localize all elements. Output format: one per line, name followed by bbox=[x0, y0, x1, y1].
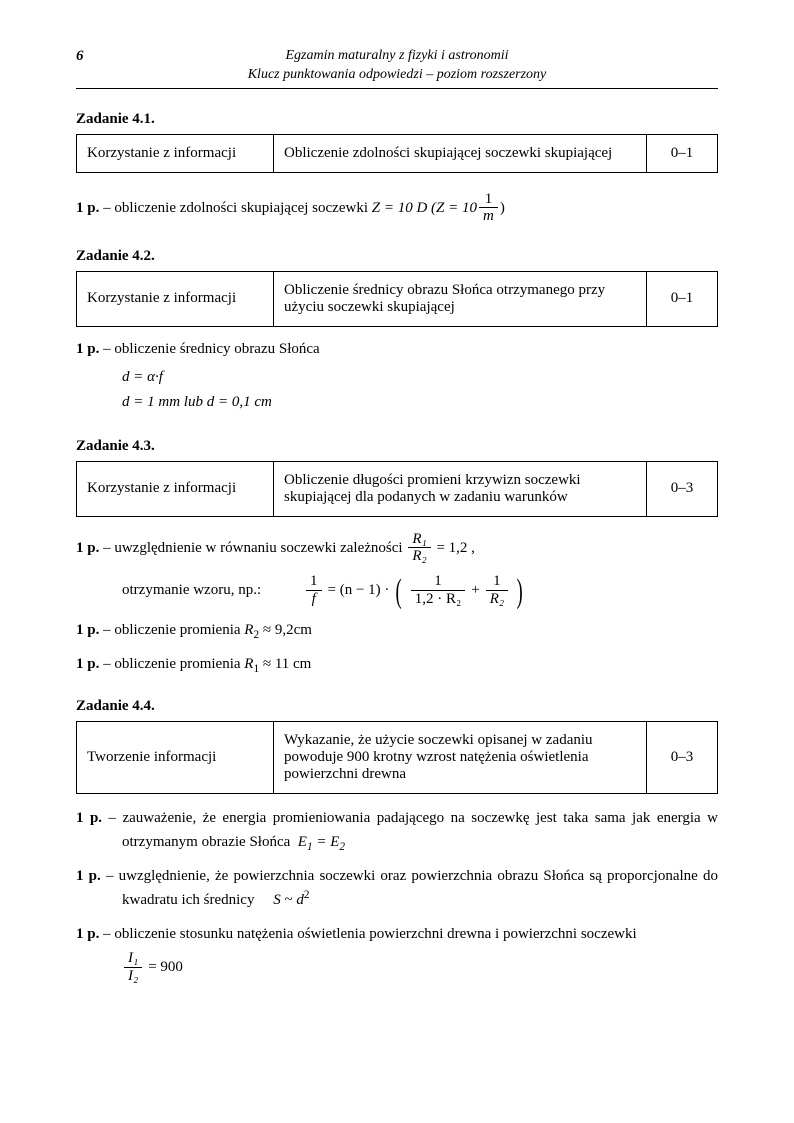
equation-text: d = 1 mm lub d = 0,1 cm bbox=[122, 394, 272, 410]
fraction-den: f bbox=[312, 591, 316, 607]
table-row: Korzystanie z informacji Obliczenie śred… bbox=[77, 271, 718, 326]
fraction-den: 1,2 · R₂ bbox=[411, 591, 465, 608]
point-marker: 1 p. bbox=[76, 868, 101, 884]
point-marker: 1 p. bbox=[76, 200, 99, 216]
point-marker: 1 p. bbox=[76, 341, 99, 357]
running-header: Egzamin maturalny z fizyki i astronomii … bbox=[76, 47, 718, 85]
point-text: – uwzględnienie, że powierzchnia soczewk… bbox=[101, 868, 718, 908]
fraction-den: m bbox=[483, 208, 494, 224]
point-text: – zauważenie, że energia promieniowania … bbox=[102, 810, 718, 850]
table-row: Korzystanie z informacji Obliczenie dług… bbox=[77, 461, 718, 516]
right-paren: ) bbox=[517, 575, 523, 609]
task-4-3-title: Zadanie 4.3. bbox=[76, 438, 718, 455]
point-marker: 1 p. bbox=[76, 810, 102, 826]
cell-points: 0–1 bbox=[647, 134, 718, 172]
header-line-2: Klucz punktowania odpowiedzi – poziom ro… bbox=[76, 66, 718, 85]
task-4-3-table: Korzystanie z informacji Obliczenie dług… bbox=[76, 461, 718, 517]
task-4-1-title: Zadanie 4.1. bbox=[76, 111, 718, 128]
point-marker: 1 p. bbox=[76, 539, 99, 555]
task-4-1-point: 1 p. – obliczenie zdolności skupiającej … bbox=[76, 191, 718, 226]
task-4-4-title: Zadanie 4.4. bbox=[76, 698, 718, 715]
header-rule bbox=[76, 88, 718, 89]
cell-desc: Obliczenie średnicy obrazu Słońca otrzym… bbox=[274, 271, 647, 326]
task-4-4-point-3: 1 p. – obliczenie stosunku natężenia ośw… bbox=[76, 922, 718, 946]
cell-skill: Korzystanie z informacji bbox=[77, 461, 274, 516]
cell-desc: Wykazanie, że użycie soczewki opisanej w… bbox=[274, 722, 647, 794]
fraction-den: R₂ bbox=[412, 548, 426, 564]
table-row: Tworzenie informacji Wykazanie, że użyci… bbox=[77, 722, 718, 794]
fraction-num: I₁ bbox=[128, 950, 138, 966]
equation-line-d1: d = α·f bbox=[122, 365, 718, 391]
task-4-3-point-3: 1 p. – obliczenie promienia R1 ≈ 11 cm bbox=[76, 652, 718, 676]
cell-desc: Obliczenie zdolności skupiającej soczewk… bbox=[274, 134, 647, 172]
fraction-1-over-f: 1f bbox=[306, 573, 322, 608]
cell-skill: Tworzenie informacji bbox=[77, 722, 274, 794]
fraction-num: R₁ bbox=[412, 531, 426, 547]
formula-label: otrzymanie wzoru, np.: bbox=[122, 582, 304, 599]
task-4-2-point: 1 p. – obliczenie średnicy obrazu Słońca bbox=[76, 337, 718, 361]
task-4-3-point-2: 1 p. – obliczenie promienia R2 ≈ 9,2cm bbox=[76, 618, 718, 642]
point-marker: 1 p. bbox=[76, 656, 99, 672]
equals-900: = 900 bbox=[148, 955, 183, 981]
point-text: – obliczenie promienia R2 ≈ 9,2cm bbox=[99, 622, 312, 638]
equation-line-d2: d = 1 mm lub d = 0,1 cm bbox=[122, 390, 718, 416]
exponent: 2 bbox=[304, 889, 310, 901]
task-4-4-point-2: 1 p. – uwzględnienie, że powierzchnia so… bbox=[76, 864, 718, 912]
formula-body: 1f = (n − 1) · ( 11,2 · R₂ + 1R₂ ) bbox=[304, 573, 525, 608]
equation-text: d = α·f bbox=[122, 369, 163, 385]
task-4-1-table: Korzystanie z informacji Obliczenie zdol… bbox=[76, 134, 718, 173]
task-4-3-point-1: 1 p. – uwzględnienie w równaniu soczewki… bbox=[76, 531, 718, 566]
cell-desc: Obliczenie długości promieni krzywizn so… bbox=[274, 461, 647, 516]
point-text: – uwzględnienie w równaniu soczewki zale… bbox=[99, 539, 406, 555]
fraction-1-over-m: 1m bbox=[479, 191, 498, 226]
point-close: ) bbox=[500, 200, 505, 216]
point-marker: 1 p. bbox=[76, 622, 99, 638]
cell-points: 0–3 bbox=[647, 461, 718, 516]
fraction-r1-r2: R₁R₂ bbox=[408, 531, 430, 566]
fraction-num: 1 bbox=[411, 573, 465, 591]
cell-points: 0–1 bbox=[647, 271, 718, 326]
plus-sign: + bbox=[471, 582, 479, 599]
task-4-3-formula: otrzymanie wzoru, np.: 1f = (n − 1) · ( … bbox=[122, 573, 718, 608]
task-4-4-final-eq: I₁ I₂ = 900 bbox=[122, 950, 718, 985]
fraction-term-2: 1R₂ bbox=[486, 573, 508, 608]
fraction-i1-i2: I₁ I₂ bbox=[124, 950, 142, 985]
point-eq-text: Z = 10 D (Z = 10 bbox=[372, 200, 477, 216]
point-text: – obliczenie średnicy obrazu Słońca bbox=[99, 341, 319, 357]
task-4-4-point-1: 1 p. – zauważenie, że energia promieniow… bbox=[76, 806, 718, 854]
cell-skill: Korzystanie z informacji bbox=[77, 134, 274, 172]
task-4-4-table: Tworzenie informacji Wykazanie, że użyci… bbox=[76, 721, 718, 794]
point-marker: 1 p. bbox=[76, 926, 99, 942]
fraction-num: 1 bbox=[486, 573, 508, 591]
fraction-den: R₂ bbox=[490, 591, 504, 607]
fraction-num: 1 bbox=[479, 191, 498, 209]
point-text: – obliczenie stosunku natężenia oświetle… bbox=[99, 926, 636, 942]
cell-skill: Korzystanie z informacji bbox=[77, 271, 274, 326]
left-paren: ( bbox=[396, 575, 402, 609]
fraction-num: 1 bbox=[306, 573, 322, 591]
table-row: Korzystanie z informacji Obliczenie zdol… bbox=[77, 134, 718, 172]
equals-n-minus-1: = (n − 1) · bbox=[328, 582, 390, 599]
task-4-2-table: Korzystanie z informacji Obliczenie śred… bbox=[76, 271, 718, 327]
fraction-term-1: 11,2 · R₂ bbox=[411, 573, 465, 608]
fraction-eq: = 1,2 , bbox=[433, 539, 475, 555]
point-text: – obliczenie zdolności skupiającej socze… bbox=[99, 200, 371, 216]
header-line-1: Egzamin maturalny z fizyki i astronomii bbox=[76, 47, 718, 66]
point-text: – obliczenie promienia R1 ≈ 11 cm bbox=[99, 656, 311, 672]
fraction-den: I₂ bbox=[128, 968, 138, 984]
task-4-2-title: Zadanie 4.2. bbox=[76, 248, 718, 265]
cell-points: 0–3 bbox=[647, 722, 718, 794]
